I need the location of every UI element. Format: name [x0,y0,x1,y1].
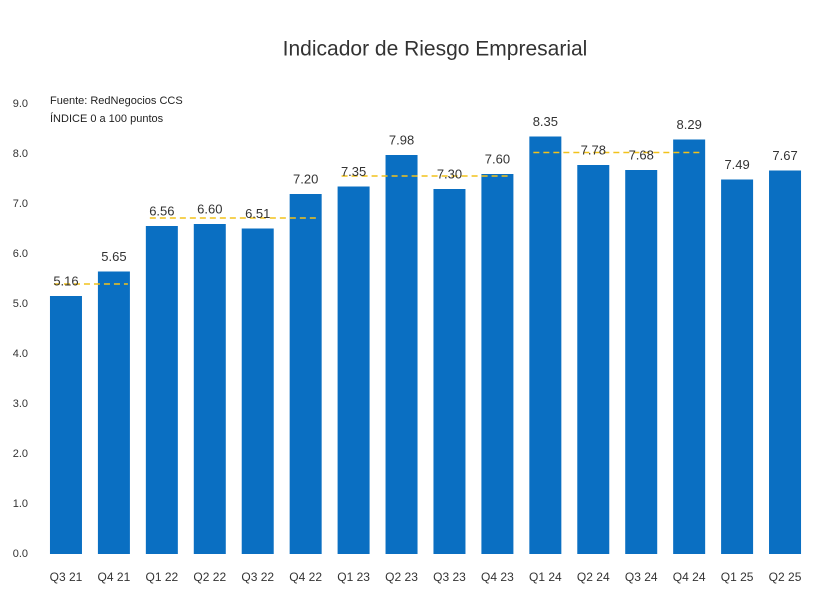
value-label: 8.29 [677,117,702,132]
bar [193,224,226,554]
value-label: 7.60 [485,151,510,166]
x-tick-label: Q2 25 [769,570,802,584]
value-label: 7.35 [341,164,366,179]
value-label: 6.56 [149,203,174,218]
y-tick-label: 9.0 [13,98,28,110]
note: Fuente: RedNegocios CCS [50,95,183,107]
bar [433,189,466,554]
x-tick-label: Q1 22 [145,570,178,584]
x-tick-label: Q4 23 [481,570,514,584]
x-tick-label: Q3 21 [50,570,83,584]
x-tick-label: Q3 23 [433,570,466,584]
x-tick-label: Q2 23 [385,570,418,584]
x-tick-label: Q1 23 [337,570,370,584]
value-label: 7.68 [629,147,654,162]
bar [241,228,274,554]
value-label: 7.78 [581,142,606,157]
bar [289,194,322,554]
x-tick-label: Q3 22 [241,570,274,584]
bar [769,170,802,554]
y-tick-label: 7.0 [13,198,28,210]
value-label: 7.30 [437,166,462,181]
y-tick-label: 8.0 [13,148,28,160]
bar [673,139,706,554]
x-tick-label: Q4 24 [673,570,706,584]
bar [481,174,514,554]
x-tick-label: Q2 22 [193,570,226,584]
value-label: 7.67 [772,148,797,163]
value-label: 6.51 [245,206,270,221]
x-tick-label: Q4 21 [98,570,131,584]
x-tick-label: Q1 25 [721,570,754,584]
value-label: 5.16 [53,273,78,288]
bar [49,296,82,554]
x-tick-label: Q4 22 [289,570,322,584]
bar [529,136,562,554]
value-label: 6.60 [197,201,222,216]
bar [97,271,130,554]
y-tick-label: 6.0 [13,248,28,260]
bar [145,226,178,554]
y-tick-label: 5.0 [13,298,28,310]
y-tick-label: 1.0 [13,498,28,510]
value-label: 5.65 [101,249,126,264]
bar [577,165,610,554]
y-tick-label: 4.0 [13,348,28,360]
value-label: 7.49 [724,157,749,172]
y-tick-label: 3.0 [13,398,28,410]
bar [385,155,418,554]
value-label: 8.35 [533,114,558,129]
bar [625,170,658,554]
bar [721,179,754,554]
bar [337,186,370,554]
x-tick-label: Q3 24 [625,570,658,584]
value-label: 7.20 [293,171,318,186]
y-tick-label: 0.0 [13,548,28,560]
y-tick-label: 2.0 [13,448,28,460]
value-label: 7.98 [389,132,414,147]
x-tick-label: Q2 24 [577,570,610,584]
x-tick-label: Q1 24 [529,570,562,584]
note: ÍNDICE 0 a 100 puntos [50,112,164,125]
chart-title: Indicador de Riesgo Empresarial [283,38,588,61]
